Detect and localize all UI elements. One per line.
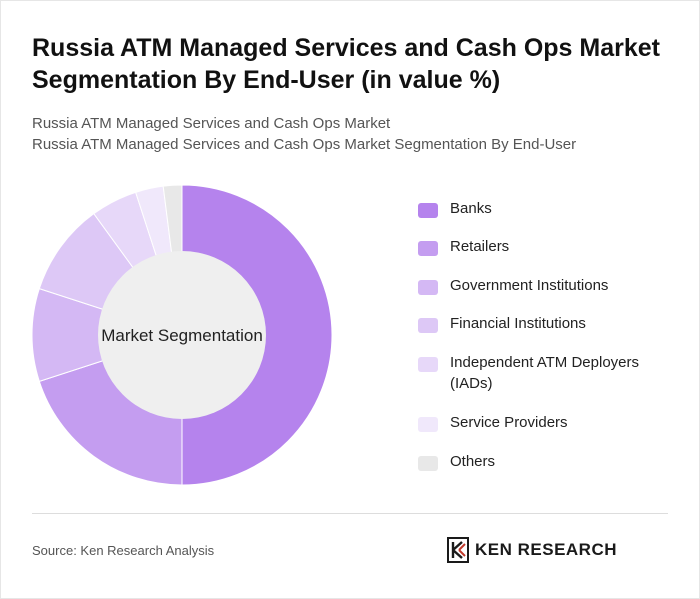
legend-label: Financial Institutions bbox=[450, 315, 586, 332]
legend-swatch bbox=[418, 318, 438, 333]
subtitle-line-1: Russia ATM Managed Services and Cash Ops… bbox=[32, 115, 391, 132]
legend-swatch bbox=[418, 280, 438, 295]
legend-item-banks: Banks bbox=[418, 198, 665, 219]
legend-label: Service Providers bbox=[450, 414, 568, 431]
legend-label: Retailers bbox=[450, 238, 510, 255]
legend-item-independent-atm-deployers-iads: Independent ATM Deployers (IADs) bbox=[418, 352, 665, 394]
legend-swatch bbox=[418, 456, 438, 471]
legend-item-government-institutions: Government Institutions bbox=[418, 275, 665, 296]
legend-swatch bbox=[418, 417, 438, 432]
donut-hole bbox=[98, 251, 266, 419]
legend-swatch bbox=[418, 241, 438, 256]
legend-label: Independent ATM Deployers (IADs) bbox=[450, 354, 640, 392]
legend-label: Banks bbox=[450, 200, 492, 217]
chart-title: Russia ATM Managed Services and Cash Ops… bbox=[32, 34, 660, 94]
legend-swatch bbox=[418, 203, 438, 218]
source-note: Source: Ken Research Analysis bbox=[32, 543, 215, 558]
ken-research-logo-text: KEN RESEARCH bbox=[475, 540, 618, 559]
legend-item-financial-institutions: Financial Institutions bbox=[418, 313, 665, 334]
ken-research-logo: KEN RESEARCH bbox=[447, 537, 617, 563]
center-label: Market Segmentation bbox=[101, 326, 263, 345]
legend-item-retailers: Retailers bbox=[418, 236, 665, 257]
legend-label: Government Institutions bbox=[450, 277, 609, 294]
chart-subtitle: Russia ATM Managed Services and Cash Ops… bbox=[32, 113, 672, 155]
footer-divider bbox=[32, 513, 668, 514]
legend-item-service-providers: Service Providers bbox=[418, 412, 665, 433]
subtitle-line-2: Russia ATM Managed Services and Cash Ops… bbox=[32, 136, 577, 153]
legend-swatch bbox=[418, 357, 438, 372]
legend-label: Others bbox=[450, 453, 496, 470]
donut-chart: Market Segmentation bbox=[31, 184, 333, 486]
legend-item-others: Others bbox=[418, 451, 665, 472]
ken-research-logo-icon bbox=[447, 537, 469, 563]
